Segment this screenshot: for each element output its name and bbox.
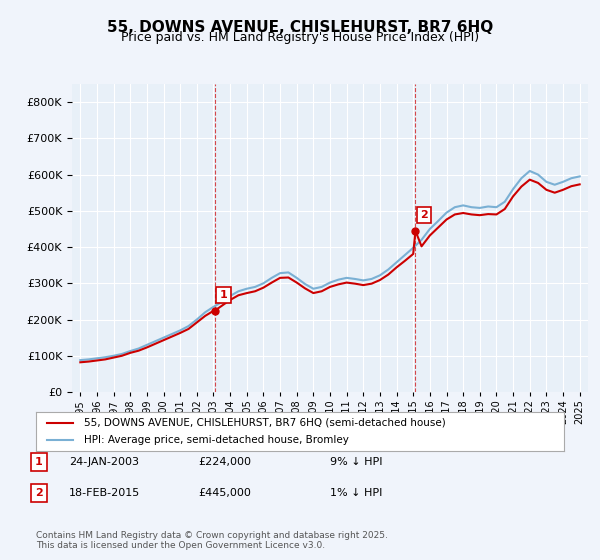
Text: £224,000: £224,000: [198, 457, 251, 467]
Text: 9% ↓ HPI: 9% ↓ HPI: [330, 457, 383, 467]
Text: 2: 2: [35, 488, 43, 498]
Text: Contains HM Land Registry data © Crown copyright and database right 2025.
This d: Contains HM Land Registry data © Crown c…: [36, 530, 388, 550]
Text: Price paid vs. HM Land Registry's House Price Index (HPI): Price paid vs. HM Land Registry's House …: [121, 31, 479, 44]
Text: 1: 1: [220, 290, 227, 300]
Text: 1% ↓ HPI: 1% ↓ HPI: [330, 488, 382, 498]
Text: £445,000: £445,000: [198, 488, 251, 498]
Text: HPI: Average price, semi-detached house, Bromley: HPI: Average price, semi-detached house,…: [83, 435, 349, 445]
Text: 1: 1: [35, 457, 43, 467]
Text: 2: 2: [421, 210, 428, 220]
Text: 55, DOWNS AVENUE, CHISLEHURST, BR7 6HQ: 55, DOWNS AVENUE, CHISLEHURST, BR7 6HQ: [107, 20, 493, 35]
Text: 18-FEB-2015: 18-FEB-2015: [69, 488, 140, 498]
Text: 24-JAN-2003: 24-JAN-2003: [69, 457, 139, 467]
Text: 55, DOWNS AVENUE, CHISLEHURST, BR7 6HQ (semi-detached house): 55, DOWNS AVENUE, CHISLEHURST, BR7 6HQ (…: [83, 418, 445, 428]
